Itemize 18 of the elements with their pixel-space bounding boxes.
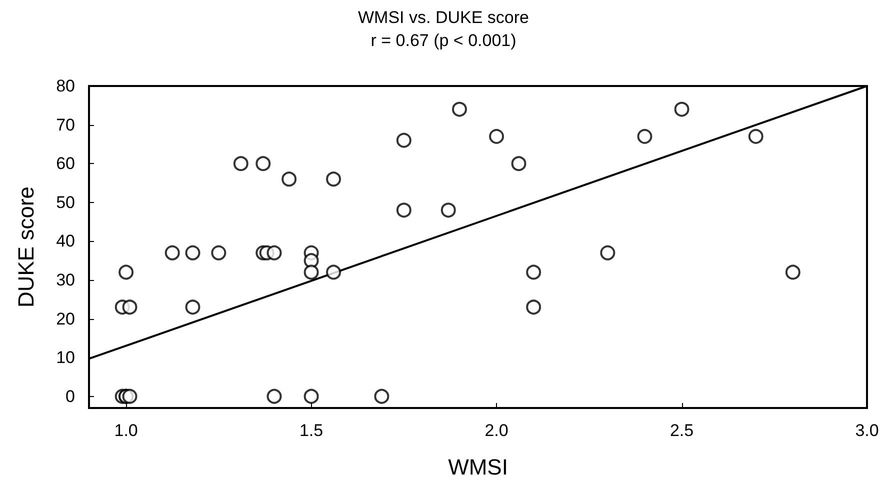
x-axis-title: WMSI <box>448 454 508 480</box>
y-tick-label: 20 <box>56 309 75 328</box>
y-axis-title: DUKE score <box>14 186 38 308</box>
x-tick-label: 1.0 <box>114 421 138 440</box>
chart-subtitle: r = 0.67 (p < 0.001) <box>370 31 516 50</box>
y-tick-label: 80 <box>56 76 75 96</box>
y-tick-label: 60 <box>56 154 75 174</box>
x-tick-label: 3.0 <box>855 421 879 440</box>
y-tick-label: 40 <box>56 232 75 251</box>
y-tick-label: 10 <box>56 348 75 368</box>
y-tick-label: 70 <box>56 115 75 134</box>
chart-title: WMSI vs. DUKE score <box>358 8 529 27</box>
y-tick-label: 50 <box>56 192 75 212</box>
y-tick-label: 30 <box>56 270 75 290</box>
x-tick-label: 2.5 <box>670 421 694 440</box>
x-tick-label: 2.0 <box>484 421 508 440</box>
y-tick-label: 0 <box>66 386 75 406</box>
x-tick-label: 1.5 <box>299 421 324 440</box>
